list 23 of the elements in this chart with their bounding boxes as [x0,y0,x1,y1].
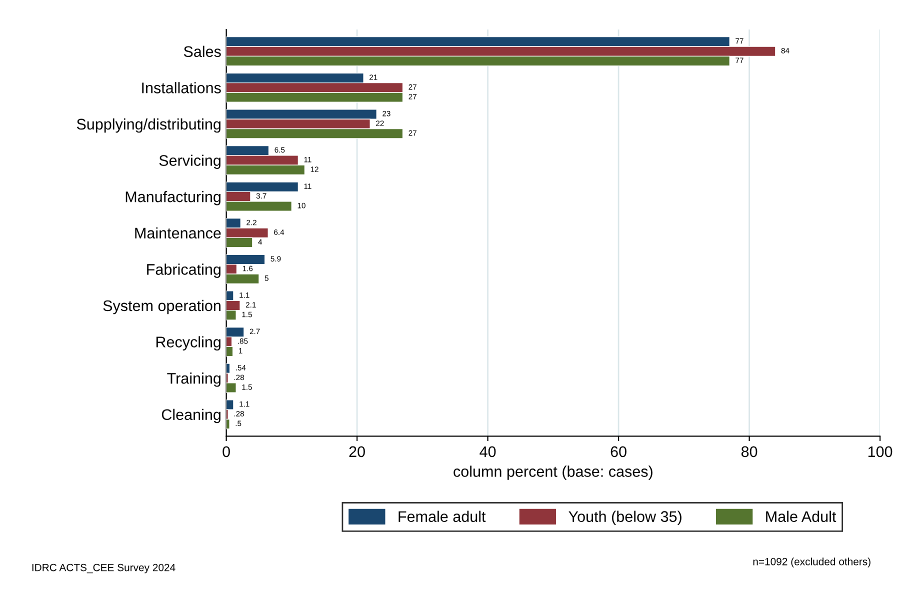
y-tick-label: Cleaning [162,408,220,424]
legend-label: Male Adult [766,510,836,522]
x-tick-label: 80 [741,446,758,458]
x-tick-label: 0 [222,446,230,458]
y-tick-label: Recycling [156,336,220,350]
x-axis-title: column percent (base: cases) [454,466,652,480]
y-tick-label: Servicing [159,154,220,169]
x-tick-label: 60 [610,446,626,458]
y-tick-label: Supplying/distributing [76,118,220,133]
legend-label: Youth (below 35) [568,510,682,526]
text: IDRC ACTS_CEE Survey 2024 [32,564,176,574]
x-tick-label: 40 [480,446,496,458]
y-tick-label: Manufacturing [126,191,220,206]
y-tick-label: Sales [184,46,221,58]
y-tick-label: Maintenance [135,227,221,239]
text: n=1092 (excluded others) [753,558,870,568]
y-tick-label: System operation [103,300,220,314]
x-tick-label: 100 [868,446,892,458]
legend-label: Female adult [398,510,486,522]
y-tick-label: Installations [142,82,221,94]
y-tick-label: Training [167,372,220,387]
x-tick-label: 20 [349,446,365,458]
y-tick-label: Fabricating [147,264,220,278]
